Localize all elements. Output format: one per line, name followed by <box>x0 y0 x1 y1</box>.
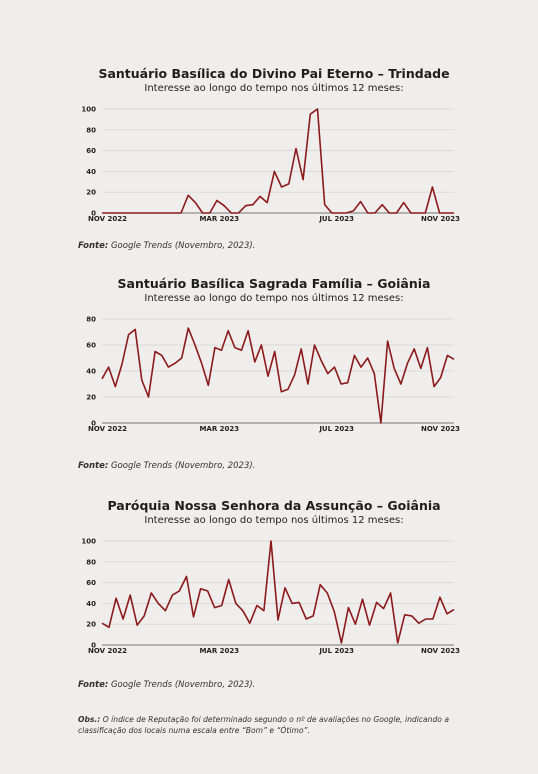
y-tick-label: 0 <box>91 210 96 218</box>
y-tick-label: 40 <box>86 168 96 176</box>
x-tick-label: NOV 2023 <box>421 647 460 655</box>
source-label: Fonte: <box>78 680 109 690</box>
obs-label: Obs.: <box>78 715 101 724</box>
y-tick-label: 20 <box>86 394 96 402</box>
y-tick-label: 100 <box>81 106 96 114</box>
chart-3-subtitle: Interesse ao longo do tempo nos últimos … <box>144 515 404 526</box>
chart-3-source: Fonte: Google Trends (Novembro, 2023). <box>78 680 255 690</box>
series-line <box>102 108 454 214</box>
chart-3-block: Paróquia Nossa Senhora da Assunção – Goi… <box>74 498 474 667</box>
obs-text: O índice de Reputação foi determinado se… <box>78 715 449 735</box>
y-tick-label: 80 <box>86 316 96 324</box>
x-tick-label: NOV 2022 <box>88 647 127 655</box>
y-tick-label: 20 <box>86 189 96 197</box>
series-line <box>101 327 455 424</box>
x-tick-label: JUL 2023 <box>318 647 354 655</box>
source-label: Fonte: <box>78 461 109 471</box>
chart-3-plot: 0 20 40 60 80 100 NOV 2022 MAR 2023 JUL 2023 NOV … <box>81 538 460 656</box>
observation-note: Obs.: O índice de Reputação foi determin… <box>78 714 488 736</box>
chart-1-title: Santuário Basílica do Divino Pai Eterno … <box>98 66 450 81</box>
x-tick-label: MAR 2023 <box>199 425 239 433</box>
chart-1-plot: 0 20 40 60 80 100 NOV 2022 MAR 2023 JUL 2023 NOV … <box>81 106 460 224</box>
x-tick-label: MAR 2023 <box>199 215 239 223</box>
chart-1-subtitle: Interesse ao longo do tempo nos últimos … <box>144 83 404 94</box>
y-tick-label: 0 <box>91 420 96 428</box>
source-text: Google Trends (Novembro, 2023). <box>108 680 256 690</box>
y-tick-label: 80 <box>86 558 96 566</box>
chart-1-block: Santuário Basílica do Divino Pai Eterno … <box>74 66 474 235</box>
y-tick-label: 20 <box>86 621 96 629</box>
chart-2-source: Fonte: Google Trends (Novembro, 2023). <box>78 461 255 471</box>
y-tick-label: 40 <box>86 368 96 376</box>
y-tick-label: 80 <box>86 126 96 134</box>
y-tick-label: 60 <box>86 147 96 155</box>
source-text: Google Trends (Novembro, 2023). <box>108 241 256 251</box>
y-tick-label: 0 <box>91 642 96 650</box>
x-tick-label: NOV 2022 <box>88 425 127 433</box>
x-tick-label: JUL 2023 <box>318 215 354 223</box>
series-line <box>101 540 455 644</box>
source-label: Fonte: <box>78 241 109 251</box>
chart-2-title: Santuário Basílica Sagrada Família – Goi… <box>117 276 431 291</box>
chart-1-source: Fonte: Google Trends (Novembro, 2023). <box>78 241 255 251</box>
chart-2-subtitle: Interesse ao longo do tempo nos últimos … <box>144 293 404 304</box>
x-tick-label: NOV 2023 <box>421 425 460 433</box>
y-tick-label: 60 <box>86 342 96 350</box>
x-tick-label: MAR 2023 <box>199 647 239 655</box>
y-tick-label: 100 <box>81 538 96 546</box>
source-text: Google Trends (Novembro, 2023). <box>108 461 256 471</box>
chart-3-title: Paróquia Nossa Senhora da Assunção – Goi… <box>107 498 441 513</box>
chart-2-plot: 0 20 40 60 80 NOV 2022 MAR 2023 JUL 2023 NOV 202… <box>86 316 460 434</box>
x-tick-label: NOV 2023 <box>421 215 460 223</box>
y-tick-label: 40 <box>86 600 96 608</box>
chart-2-block: Santuário Basílica Sagrada Família – Goi… <box>74 276 474 445</box>
x-tick-label: JUL 2023 <box>318 425 354 433</box>
y-tick-label: 60 <box>86 579 96 587</box>
x-tick-label: NOV 2022 <box>88 215 127 223</box>
